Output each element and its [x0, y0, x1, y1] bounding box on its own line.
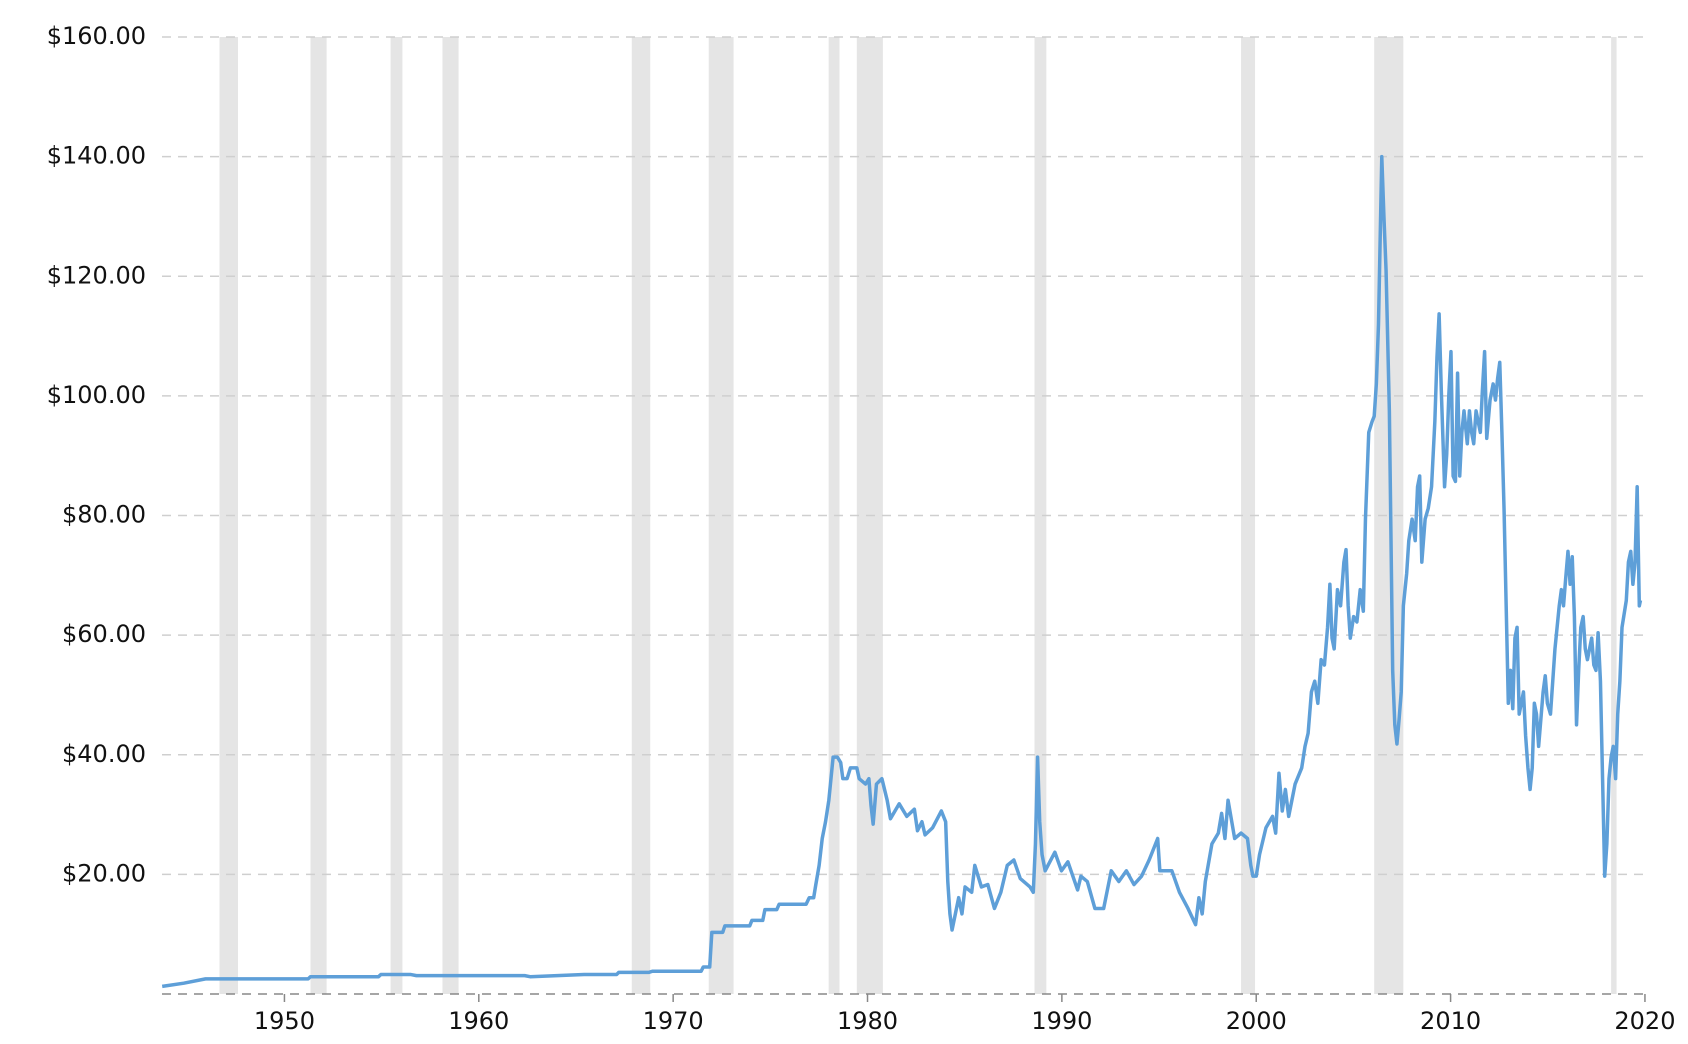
- x-tick-label: 2000: [1226, 1007, 1287, 1035]
- x-tick-label: 2010: [1420, 1007, 1481, 1035]
- recession-band: [1034, 37, 1047, 994]
- x-tick-label: 1970: [643, 1007, 704, 1035]
- x-tick-label: 1980: [837, 1007, 898, 1035]
- y-tick-label: $60.00: [62, 620, 146, 648]
- y-tick-label: $100.00: [47, 381, 146, 409]
- y-tick-label: $20.00: [62, 859, 146, 887]
- y-tick-label: $40.00: [62, 740, 146, 768]
- x-tick-label: 1950: [254, 1007, 315, 1035]
- recession-band: [390, 37, 403, 994]
- price-line: [161, 154, 1643, 989]
- y-tick-label: $80.00: [62, 501, 146, 529]
- y-tick-label: $120.00: [47, 261, 146, 289]
- x-tick-label: 2020: [1614, 1007, 1675, 1035]
- y-tick-label: $160.00: [47, 22, 146, 50]
- recession-band: [1611, 37, 1617, 994]
- x-tick-label: 1990: [1031, 1007, 1092, 1035]
- x-tick-label: 1960: [448, 1007, 509, 1035]
- y-tick-label: $140.00: [47, 142, 146, 170]
